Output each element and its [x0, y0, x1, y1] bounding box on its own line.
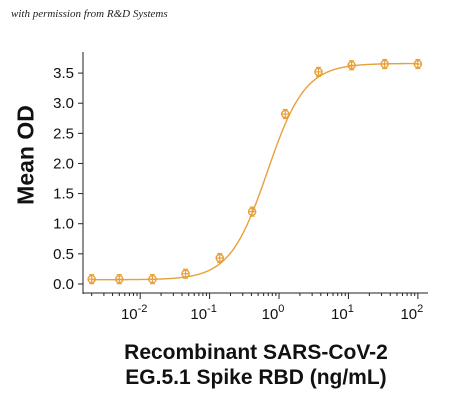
x-tick-label: 10-2: [121, 303, 147, 323]
x-tick-base: 10: [121, 306, 138, 323]
y-tick-label: 1.5: [53, 186, 74, 203]
x-axis-label: Recombinant SARS-CoV-2 EG.5.1 Spike RBD …: [124, 340, 388, 390]
y-tick-label: 2.0: [53, 155, 74, 172]
data-point: [380, 58, 390, 70]
y-tick-label: 0.0: [53, 276, 74, 293]
y-tick-label: 0.5: [53, 246, 74, 263]
data-point: [148, 274, 157, 285]
x-tick-exponent: 1: [348, 303, 354, 315]
x-axis-label-line-1: Recombinant SARS-CoV-2: [124, 341, 388, 364]
x-axis-label-line-2: EG.5.1 Spike RBD (ng/mL): [125, 366, 387, 389]
axes: [82, 52, 428, 294]
x-tick-label: 10-1: [190, 303, 216, 323]
x-tick-base: 10: [400, 306, 417, 323]
data-point: [347, 60, 356, 71]
x-tick-exponent: -1: [207, 303, 217, 315]
y-tick-label: 2.5: [53, 125, 74, 142]
data-point: [181, 268, 190, 279]
x-tick-label: 100: [262, 303, 285, 323]
data-point: [314, 66, 323, 77]
y-tick-label: 1.0: [53, 216, 74, 233]
data-point: [87, 274, 96, 285]
fit-curve: [91, 62, 418, 281]
data-points: [87, 58, 423, 285]
credit-text: with permission from R&D Systems: [11, 8, 168, 20]
x-tick-exponent: 2: [417, 303, 423, 315]
y-tick-label: 3.5: [53, 65, 74, 82]
data-point: [280, 108, 290, 120]
data-point: [114, 274, 124, 285]
x-tick-base: 10: [262, 306, 279, 323]
x-tick-exponent: 0: [278, 303, 284, 315]
y-ticks: 0.0 0.5 1.0 1.5 2.0 2.5 3.0 3.5: [53, 65, 83, 293]
y-tick-label: 3.0: [53, 95, 74, 112]
x-tick-base: 10: [331, 306, 348, 323]
x-tick-label: 102: [400, 303, 423, 323]
data-point: [247, 206, 257, 217]
x-tick-label: 101: [331, 303, 354, 323]
data-point: [413, 58, 423, 70]
x-tick-base: 10: [190, 306, 207, 323]
y-axis-label: Mean OD: [12, 105, 39, 205]
x-ticks: 10-2 10-1 100 101 102: [91, 293, 423, 323]
data-point: [215, 252, 225, 264]
x-tick-exponent: -2: [138, 303, 148, 315]
